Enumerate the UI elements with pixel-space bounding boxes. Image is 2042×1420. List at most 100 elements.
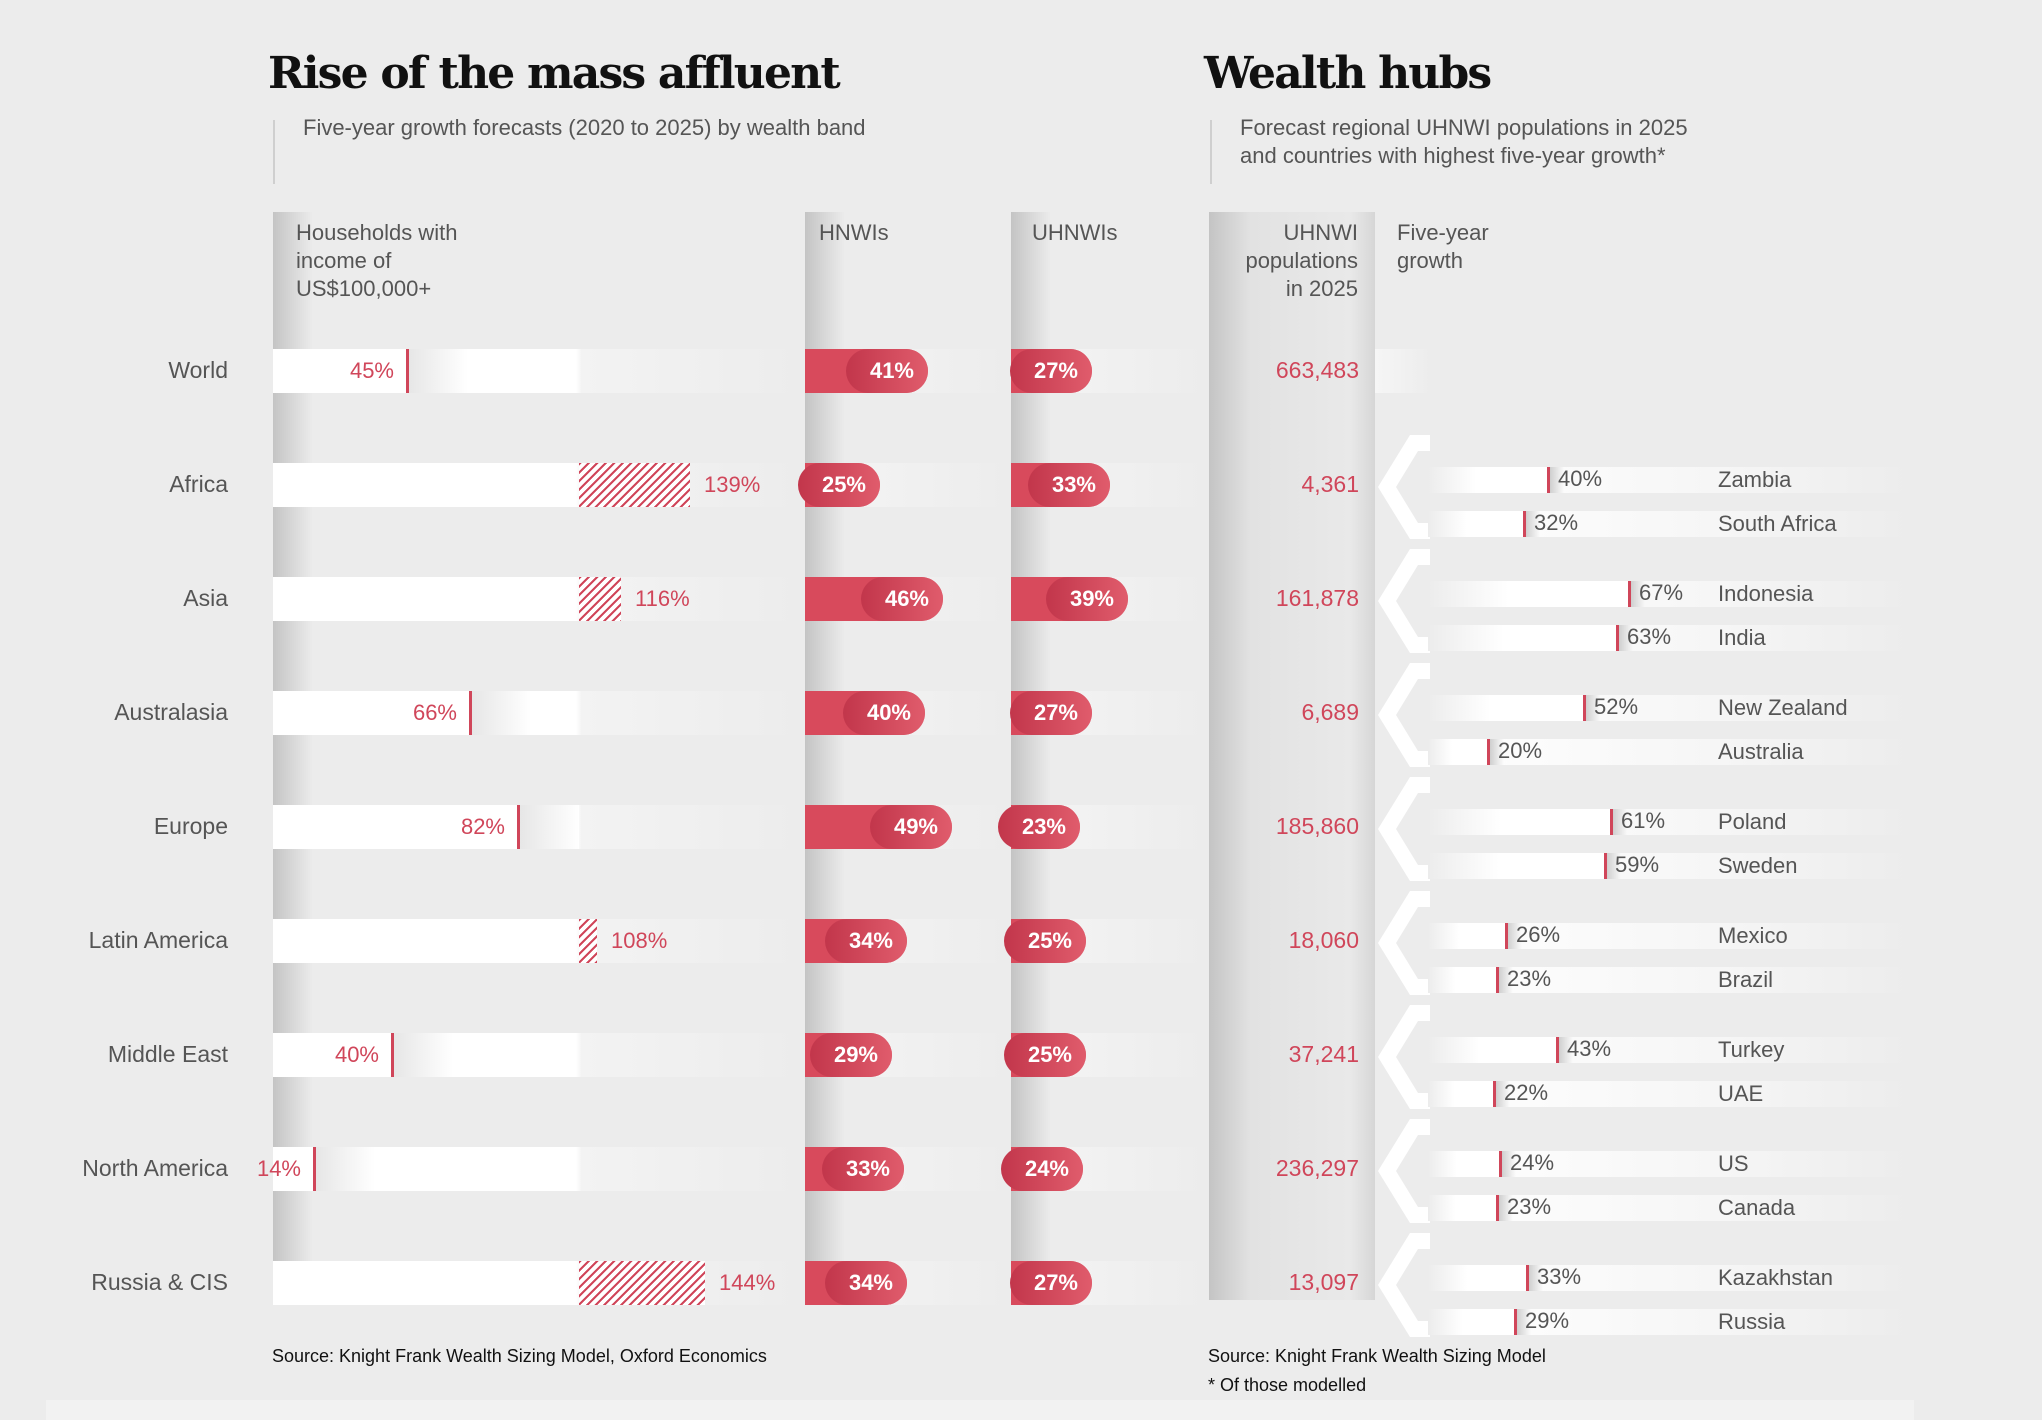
- hnwi-bar: 29%: [805, 1033, 892, 1077]
- footer-band: [46, 1400, 1914, 1420]
- growth-value: 52%: [1594, 694, 1639, 719]
- growth-bar: [1428, 695, 1584, 721]
- growth-marker: [1487, 739, 1490, 765]
- growth-marker: [1523, 511, 1526, 537]
- bracket-chevron: [1378, 1005, 1430, 1109]
- growth-shadow: [1490, 739, 1504, 765]
- growth-value: 23%: [1507, 966, 1552, 991]
- uhnwi-population-value: 161,878: [1275, 585, 1359, 611]
- left-source: Source: Knight Frank Wealth Sizing Model…: [272, 1346, 767, 1366]
- growth-shadow: [1586, 695, 1600, 721]
- uhnwi-population-value: 236,297: [1275, 1155, 1359, 1181]
- left-subtitle-rule: [273, 120, 275, 184]
- uhnwi-bar: 27%: [1010, 349, 1092, 393]
- right-subtitle-line-2: and countries with highest five-year gro…: [1240, 143, 1666, 168]
- region-label: Latin America: [88, 927, 228, 953]
- households-value: 66%: [412, 700, 457, 725]
- hnwi-bar: 49%: [805, 805, 952, 849]
- growth-marker: [1496, 967, 1499, 993]
- growth-shadow: [1496, 1081, 1510, 1107]
- growth-bar: [1428, 1081, 1494, 1107]
- uhnwi-bar: 25%: [1004, 919, 1086, 963]
- growth-value: 33%: [1537, 1264, 1582, 1289]
- growth-value: 23%: [1507, 1194, 1552, 1219]
- households-marker: [391, 1033, 394, 1077]
- hnwi-column-header: HNWIs: [819, 220, 889, 245]
- growth-shadow: [1619, 625, 1633, 651]
- population-column-header: UHNWI populations in 2025: [1209, 219, 1358, 303]
- growth-bar: [1428, 739, 1488, 765]
- households-track: [273, 463, 805, 507]
- bracket-chevron: [1378, 777, 1430, 881]
- country-label: UAE: [1718, 1081, 1764, 1106]
- uhnwi-bar-cap: [1010, 349, 1092, 393]
- uhnwi-bar: 27%: [1010, 1261, 1092, 1305]
- right-subtitle-line-1: Forecast regional UHNWI populations in 2…: [1240, 115, 1688, 140]
- uhnwi-bar-cap: [1046, 577, 1128, 621]
- households-fade: [519, 805, 579, 849]
- growth-bar: [1428, 853, 1605, 879]
- bracket-chevron: [1378, 891, 1430, 995]
- left-subtitle: Five-year growth forecasts (2020 to 2025…: [303, 115, 866, 140]
- growth-shadow: [1499, 967, 1513, 993]
- growth-bar: [1428, 467, 1548, 493]
- hnwi-value: 33%: [845, 1156, 890, 1181]
- growth-shadow: [1559, 1037, 1573, 1063]
- growth-marker: [1583, 695, 1586, 721]
- right-footnote: * Of those modelled: [1208, 1375, 1367, 1395]
- growth-bar: [1428, 1265, 1527, 1291]
- hnwi-bar-cap: [843, 691, 925, 735]
- hnwi-value: 34%: [848, 928, 893, 953]
- uhnwi-population-value: 185,860: [1275, 813, 1359, 839]
- households-value: 116%: [635, 586, 690, 611]
- country-label: Turkey: [1718, 1037, 1785, 1062]
- growth-bar: [1428, 625, 1617, 651]
- hnwi-value: 29%: [833, 1042, 878, 1067]
- households-header-line-2: income of: [296, 248, 392, 273]
- left-title: Rise of the mass affluent: [268, 48, 841, 99]
- growth-shadow: [1517, 1309, 1531, 1335]
- hnwi-value: 40%: [866, 700, 911, 725]
- households-value: 139%: [704, 472, 761, 497]
- country-label: Sweden: [1718, 853, 1798, 878]
- growth-marker: [1610, 809, 1613, 835]
- households-value: 108%: [611, 928, 668, 953]
- households-fade: [408, 349, 468, 393]
- right-subtitle: Forecast regional UHNWI populations in 2…: [1240, 114, 1688, 170]
- growth-shadow: [1499, 1195, 1513, 1221]
- growth-column-header: Five-year growth: [1397, 219, 1489, 275]
- growth-value: 43%: [1567, 1036, 1612, 1061]
- growth-bar: [1428, 809, 1611, 835]
- region-label: World: [168, 357, 228, 383]
- bracket-chevron: [1378, 1233, 1430, 1337]
- uhnwi-bar: 39%: [1011, 577, 1128, 621]
- uhnwi-bar-cap: [1028, 463, 1110, 507]
- growth-marker: [1514, 1309, 1517, 1335]
- population-header-line-2: populations: [1245, 248, 1358, 273]
- uhnwi-bar-cap: [1004, 919, 1086, 963]
- hnwi-bar: 40%: [805, 691, 925, 735]
- uhnwi-value: 27%: [1033, 358, 1078, 383]
- growth-shadow: [1529, 1265, 1543, 1291]
- population-header-line-1: UHNWI: [1283, 220, 1358, 245]
- households-marker: [406, 349, 409, 393]
- uhnwi-population-value: 663,483: [1275, 357, 1359, 383]
- right-source: Source: Knight Frank Wealth Sizing Model: [1208, 1346, 1546, 1366]
- households-track: [273, 1261, 805, 1305]
- growth-value: 63%: [1627, 624, 1672, 649]
- region-label: Russia & CIS: [91, 1269, 228, 1295]
- hnwi-bar-cap: [825, 1261, 907, 1305]
- uhnwi-bar: 33%: [1011, 463, 1110, 507]
- growth-bar: [1428, 1309, 1515, 1335]
- hnwi-bar-cap: [861, 577, 943, 621]
- country-label: Australia: [1718, 739, 1804, 764]
- right-subtitle-rule: [1210, 120, 1212, 184]
- uhnwi-value: 25%: [1027, 928, 1072, 953]
- uhnwi-bar-cap: [1010, 1261, 1092, 1305]
- households-track: [273, 1033, 805, 1077]
- country-label: Mexico: [1718, 923, 1788, 948]
- country-label: India: [1718, 625, 1766, 650]
- bracket-chevron: [1378, 549, 1430, 653]
- growth-value: 59%: [1615, 852, 1660, 877]
